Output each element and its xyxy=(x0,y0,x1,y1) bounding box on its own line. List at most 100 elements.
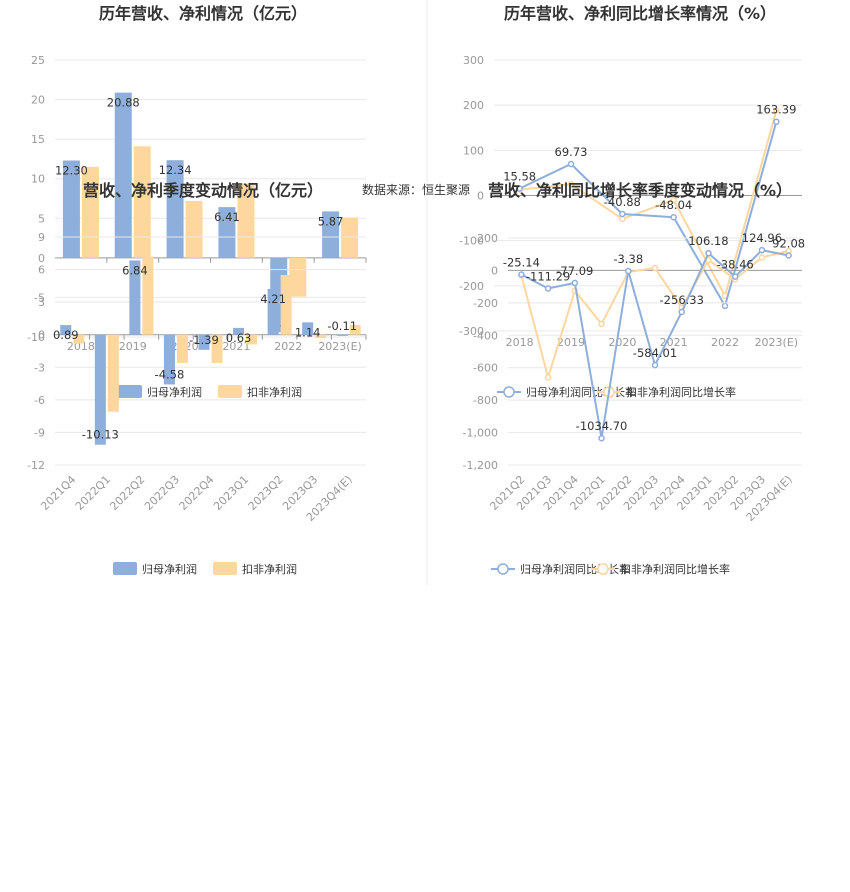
data-label: -111.29 xyxy=(526,269,570,283)
bar-deducted-profit xyxy=(176,334,188,363)
data-point xyxy=(619,215,626,223)
bar-deducted-profit xyxy=(185,200,203,258)
data-label: -256.33 xyxy=(660,293,704,307)
bar-deducted-profit xyxy=(289,257,307,297)
bar-net-profit xyxy=(302,322,314,335)
y-tick-label: -5 xyxy=(34,291,45,304)
x-tick-label: 2022Q1 xyxy=(73,473,113,513)
legend-swatch xyxy=(218,385,242,398)
x-tick-label: 2023(E) xyxy=(318,340,362,353)
data-point xyxy=(758,246,766,254)
data-point xyxy=(516,185,523,192)
bar-deducted-profit xyxy=(280,275,292,335)
x-tick-label: 2019 xyxy=(557,336,585,349)
data-point xyxy=(571,279,579,287)
data-point xyxy=(567,180,575,188)
data-label: -77.09 xyxy=(556,264,593,278)
data-label: -1034.70 xyxy=(576,419,628,433)
y-tick-label: -800 xyxy=(473,394,498,407)
data-label: -48.04 xyxy=(655,198,692,212)
y-tick-label: -100 xyxy=(459,235,484,248)
data-point xyxy=(785,252,792,259)
y-tick-label: 9 xyxy=(38,231,45,244)
bar-deducted-profit xyxy=(237,183,255,258)
data-label: -584.01 xyxy=(633,346,677,360)
x-tick-label: 2021 xyxy=(222,340,250,353)
y-tick-label: 25 xyxy=(31,54,45,67)
bar-deducted-profit xyxy=(142,256,154,335)
y-tick-label: 20 xyxy=(31,94,45,107)
bar-net-profit xyxy=(62,160,80,258)
y-tick-label: -9 xyxy=(34,426,45,439)
data-label: -38.46 xyxy=(717,258,754,272)
data-label: 4.21 xyxy=(260,292,286,306)
data-label: -3.38 xyxy=(613,252,643,266)
data-label: 6.41 xyxy=(214,210,240,224)
legend-marker xyxy=(503,386,515,398)
data-label: 1.14 xyxy=(295,325,321,339)
data-label: -1.39 xyxy=(189,333,219,347)
data-label: 163.39 xyxy=(756,103,796,117)
bar-deducted-profit xyxy=(73,334,85,344)
bar-deducted-profit xyxy=(133,146,151,258)
legend-swatch xyxy=(113,562,137,575)
data-point xyxy=(598,434,605,442)
bar-deducted-profit xyxy=(246,334,258,345)
data-point xyxy=(619,210,626,218)
x-tick-label: 2022Q3 xyxy=(142,473,182,513)
x-tick-label: 2022 xyxy=(711,336,739,349)
y-tick-label: -1,000 xyxy=(463,427,498,440)
y-tick-label: 300 xyxy=(463,54,484,67)
x-tick-label: 2018 xyxy=(506,336,534,349)
x-tick-label: 2021Q4 xyxy=(38,473,78,513)
y-tick-label: -3 xyxy=(34,361,45,374)
bar-net-profit xyxy=(322,211,340,258)
data-label: 20.88 xyxy=(107,96,140,110)
y-tick-label: 0 xyxy=(38,252,45,265)
chart-annual_line: 历年营收、净利同比增长率情况（%） -300 -200 -100 0 100 200 300 2… xyxy=(459,4,802,399)
bar-deducted-profit xyxy=(349,324,361,335)
bar-net-profit xyxy=(198,334,210,350)
y-tick-label: -200 xyxy=(459,280,484,293)
data-point xyxy=(773,118,780,125)
bar-net-profit xyxy=(233,327,245,335)
data-label: 0.89 xyxy=(53,328,79,342)
bar-net-profit xyxy=(60,325,72,335)
y-tick-label: 0 xyxy=(491,264,498,277)
y-tick-label: 200 xyxy=(477,232,498,245)
y-tick-label: -200 xyxy=(473,297,498,310)
y-tick-label: -10 xyxy=(27,331,45,344)
bar-deducted-profit xyxy=(211,334,223,363)
data-point xyxy=(721,302,729,310)
y-tick-label: -400 xyxy=(473,329,498,342)
y-tick-label: -1,200 xyxy=(463,459,498,472)
data-point xyxy=(518,271,525,278)
legend-label: 归母净利润 xyxy=(142,562,197,576)
data-point xyxy=(567,160,575,168)
y-tick-label: 6 xyxy=(38,264,45,277)
data-label: -10.13 xyxy=(82,428,119,442)
data-point xyxy=(670,213,677,221)
x-tick-label: 2021 xyxy=(660,336,688,349)
data-point xyxy=(678,308,685,316)
data-point xyxy=(598,320,605,328)
legend-swatch xyxy=(213,562,237,575)
data-label: 6.84 xyxy=(122,263,148,277)
y-tick-label: -600 xyxy=(473,362,498,375)
chart-title: 历年营收、净利情况（亿元） xyxy=(99,4,307,23)
data-label: 0.63 xyxy=(226,331,252,345)
legend-label: 扣非净利润 xyxy=(247,385,302,399)
y-tick-label: 15 xyxy=(31,133,45,146)
legend-label: 扣非净利润同比增长率 xyxy=(626,385,736,399)
data-point xyxy=(651,361,659,369)
bar-net-profit xyxy=(267,289,279,335)
data-label: -25.14 xyxy=(503,256,540,270)
x-tick-label: 2022Q4 xyxy=(177,473,217,513)
y-tick-label: 100 xyxy=(463,144,484,157)
data-point xyxy=(731,273,739,280)
legend-swatch xyxy=(118,385,142,398)
bar-net-profit xyxy=(114,92,132,258)
x-tick-label: 2019 xyxy=(119,340,147,353)
data-point xyxy=(544,285,552,292)
